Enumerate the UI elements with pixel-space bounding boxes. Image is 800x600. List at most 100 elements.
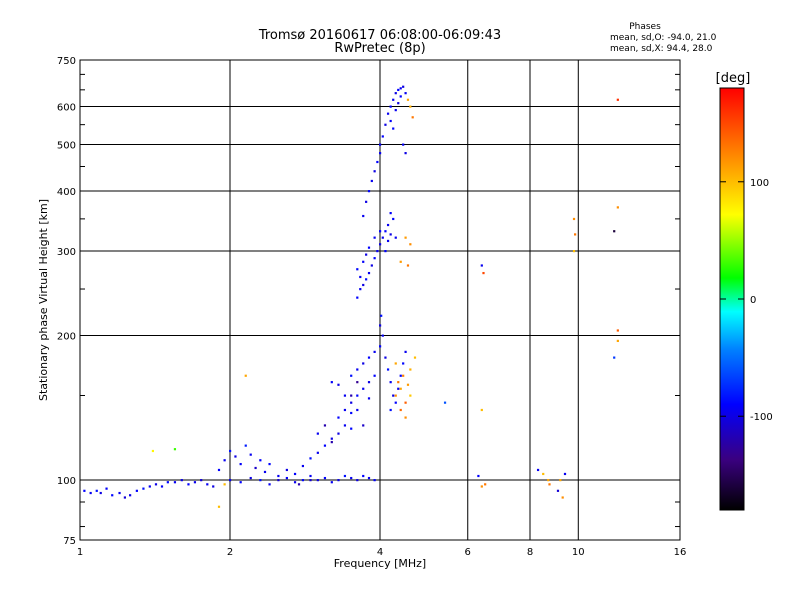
data-point [561,496,564,499]
data-point [399,95,402,98]
data-point [105,487,108,490]
data-point [402,374,405,377]
data-point [151,449,155,453]
data-point [406,383,410,386]
data-point [330,381,333,384]
data-point [556,489,560,492]
data-point [343,394,347,397]
data-point [536,468,540,472]
data-point [548,483,551,486]
data-point [293,472,297,476]
data-point [244,374,247,377]
data-point [386,368,390,371]
data-point [613,356,616,359]
data-point [263,470,267,474]
data-point [384,123,387,126]
data-point [277,474,280,478]
data-point [379,243,382,246]
data-point [343,408,347,412]
data-point [365,253,368,256]
data-point [309,457,312,460]
data-point [268,483,271,486]
data-point [397,387,400,390]
data-point [392,127,395,130]
data-point [111,494,114,497]
data-point [399,408,402,412]
data-point [613,230,616,233]
data-point [389,233,392,236]
data-point [249,453,252,456]
data-point [376,250,379,253]
data-point [350,394,353,397]
data-point [616,339,619,343]
data-point [285,476,288,480]
data-point [399,387,402,390]
data-point [384,356,387,359]
data-point [376,160,379,164]
data-point [187,483,190,486]
data-point [223,459,226,462]
data-point [402,143,405,146]
data-point [482,271,485,275]
data-point [362,214,365,218]
x-axis-label: Frequency [MHz] [334,557,426,570]
data-point [259,459,262,462]
data-point [392,217,395,221]
data-point [365,278,368,281]
data-point [380,314,383,317]
data-point [359,275,362,279]
data-point [413,356,417,359]
data-point [574,233,577,236]
data-point [367,476,371,480]
data-point [350,427,353,430]
data-point [123,496,126,499]
data-point [379,345,382,348]
data-point [404,350,407,353]
data-point [572,217,576,221]
data-point [397,381,400,384]
data-point [394,92,397,95]
data-point [406,98,410,101]
phases-x-mode-stats: mean, sd,X: 94.4, 28.0 [610,44,713,54]
data-point [362,474,365,478]
data-point [356,479,359,482]
y-tick-label: 200 [57,332,76,343]
data-point [386,223,390,227]
data-point [362,362,365,365]
data-point [381,334,384,337]
data-point [379,152,382,155]
x-tick-label: 4 [377,547,383,558]
data-point [399,260,402,263]
data-point [293,481,297,484]
data-point [404,152,407,155]
data-point [367,246,371,249]
data-point [392,394,395,397]
data-point [330,441,333,444]
data-point [337,416,340,419]
data-point [148,485,151,488]
data-point [370,264,373,267]
data-point [480,485,483,488]
data-point [389,105,392,108]
data-point [373,374,376,377]
colorbar-tick-label: -100 [750,412,773,423]
data-point [409,368,412,371]
x-tick-label: 2 [227,547,233,558]
data-point [301,464,305,468]
data-point [223,483,226,486]
data-point [254,466,257,470]
data-point [316,432,319,435]
data-point [154,483,158,486]
data-point [249,476,252,480]
colorbar-tick-label: 0 [750,295,756,306]
data-point [397,88,400,92]
y-tick-label: 300 [57,247,76,258]
data-point [406,264,410,267]
data-point [350,411,353,415]
data-point [234,455,237,458]
data-point [394,362,397,365]
y-tick-label: 500 [57,141,76,152]
data-point [404,401,407,404]
data-point [239,462,242,466]
data-point [118,491,121,495]
